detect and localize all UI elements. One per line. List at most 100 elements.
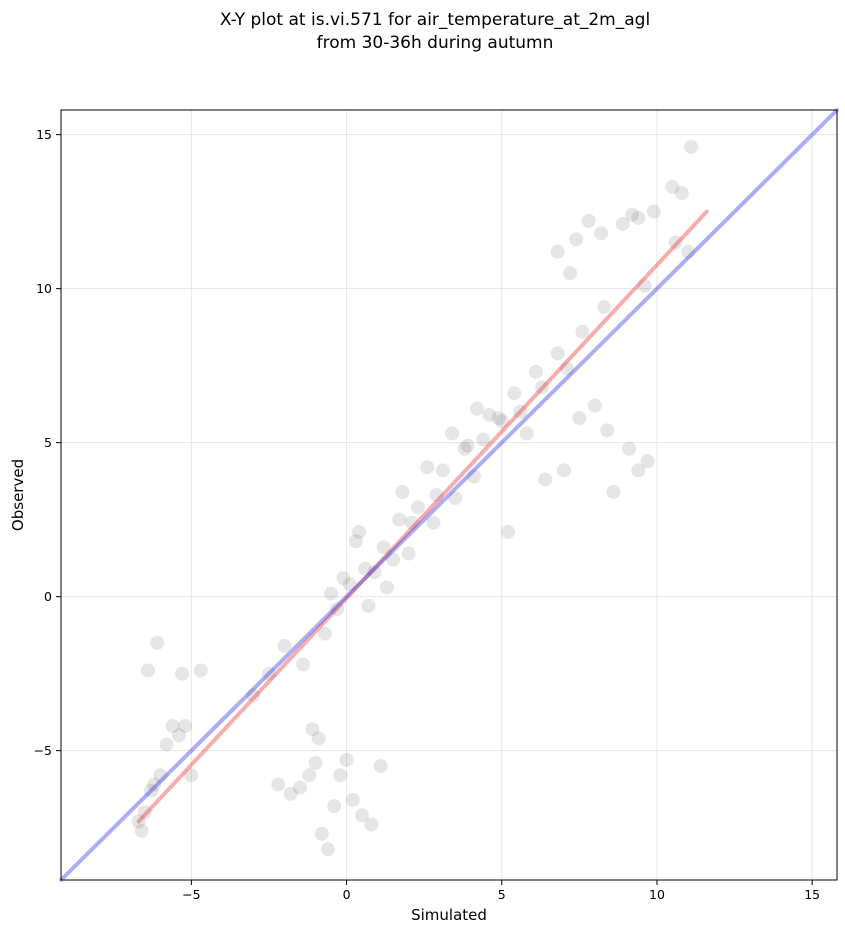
scatter-point [550, 244, 565, 259]
scatter-point [674, 186, 689, 201]
scatter-point [681, 244, 696, 259]
scatter-point [665, 180, 680, 194]
scatter-point [367, 565, 382, 579]
fit-lines [59, 108, 839, 882]
scatter-point [410, 500, 425, 515]
scatter-point [420, 460, 435, 475]
scatter-point [445, 426, 460, 441]
scatter-point [364, 817, 379, 832]
scatter-point [395, 484, 410, 499]
scatter-point [131, 814, 146, 829]
scatter-point [355, 808, 370, 823]
scatter-point [373, 759, 388, 774]
scatter-point [351, 524, 366, 539]
scatter-point [330, 601, 345, 616]
scatter-point [615, 216, 630, 231]
scatter-point [159, 737, 174, 752]
scatter-point [147, 777, 162, 792]
scatter-point [597, 300, 612, 315]
scatter-point [631, 210, 646, 225]
scatter-point [358, 561, 373, 576]
scatter-point [587, 398, 602, 413]
scatter-point [600, 423, 615, 438]
scatter-point [150, 635, 165, 650]
scatter-point [283, 786, 298, 801]
series-line-2 [59, 108, 839, 882]
scatter-point [342, 577, 357, 592]
x-axis-label: Simulated [411, 906, 487, 924]
scatter-point [646, 204, 661, 219]
scatter-point [324, 586, 339, 601]
scatter-point [361, 598, 376, 613]
scatter-point [494, 414, 509, 429]
scatter-point [668, 235, 683, 250]
scatter-point [569, 232, 584, 247]
plot-frame [60, 109, 838, 881]
scatter-point [348, 534, 363, 549]
scatter-point [429, 488, 444, 502]
scatter-point [435, 463, 450, 478]
y-tick-label: 15 [36, 127, 52, 142]
scatter-point [482, 407, 497, 422]
y-axis-label: Observed [9, 459, 27, 531]
scatter-point [622, 441, 637, 456]
scatter-point [134, 823, 149, 838]
scatter-point [320, 842, 335, 857]
scatter-point [538, 472, 553, 487]
x-tick-label: 15 [804, 887, 820, 902]
scatter-point [556, 463, 571, 478]
scatter-point [631, 463, 646, 478]
scatter-point [559, 361, 574, 376]
scatter-point [466, 469, 481, 484]
scatter-point [507, 386, 522, 401]
scatter-point [528, 364, 543, 379]
scatter-point [563, 266, 578, 281]
scatter-point [684, 139, 699, 154]
scatter-point [271, 777, 286, 792]
scatter-point [550, 346, 565, 361]
scatter-point [171, 728, 186, 743]
scatter-point [594, 226, 609, 241]
scatter-point [153, 768, 168, 783]
scatter-point [339, 752, 354, 767]
scatter-point [386, 552, 401, 567]
chart-title-line-1: X-Y plot at is.vi.571 for air_temperatur… [220, 10, 650, 30]
series-line-1 [136, 209, 709, 824]
scatter-point [491, 411, 506, 425]
scatter-point [575, 324, 590, 339]
scatter-point [500, 524, 515, 539]
scatter-point [311, 731, 326, 746]
scatter-point [333, 768, 348, 783]
y-axis-ticks: −5 0 5 10 15 [34, 127, 61, 758]
scatter-point [261, 666, 276, 681]
scatter-point [637, 278, 652, 293]
x-tick-label: 0 [343, 887, 351, 902]
scatter-point [457, 441, 472, 456]
scatter-points [131, 139, 699, 857]
scatter-point [572, 411, 587, 425]
scatter-point [175, 666, 190, 681]
y-tick-label: −5 [34, 743, 52, 758]
scatter-point [296, 657, 311, 672]
scatter-point [535, 380, 550, 395]
scatter-point [302, 768, 317, 783]
scatter-point [327, 799, 342, 814]
x-axis-ticks: −5 0 5 10 15 [182, 880, 820, 902]
y-tick-label: 10 [36, 281, 52, 296]
scatter-point [184, 768, 199, 783]
scatter-point [246, 688, 261, 703]
scatter-point [305, 722, 320, 737]
scatter-point [308, 755, 323, 770]
scatter-point [277, 638, 292, 653]
scatter-point [193, 663, 208, 678]
scatter-point [137, 805, 152, 820]
scatter-point [178, 719, 193, 733]
scatter-point [376, 540, 391, 555]
scatter-point [581, 213, 596, 228]
scatter-point [476, 432, 491, 447]
x-tick-label: −5 [182, 887, 200, 902]
scatter-point [336, 571, 351, 586]
grid-lines [61, 110, 837, 880]
scatter-point [401, 546, 416, 561]
